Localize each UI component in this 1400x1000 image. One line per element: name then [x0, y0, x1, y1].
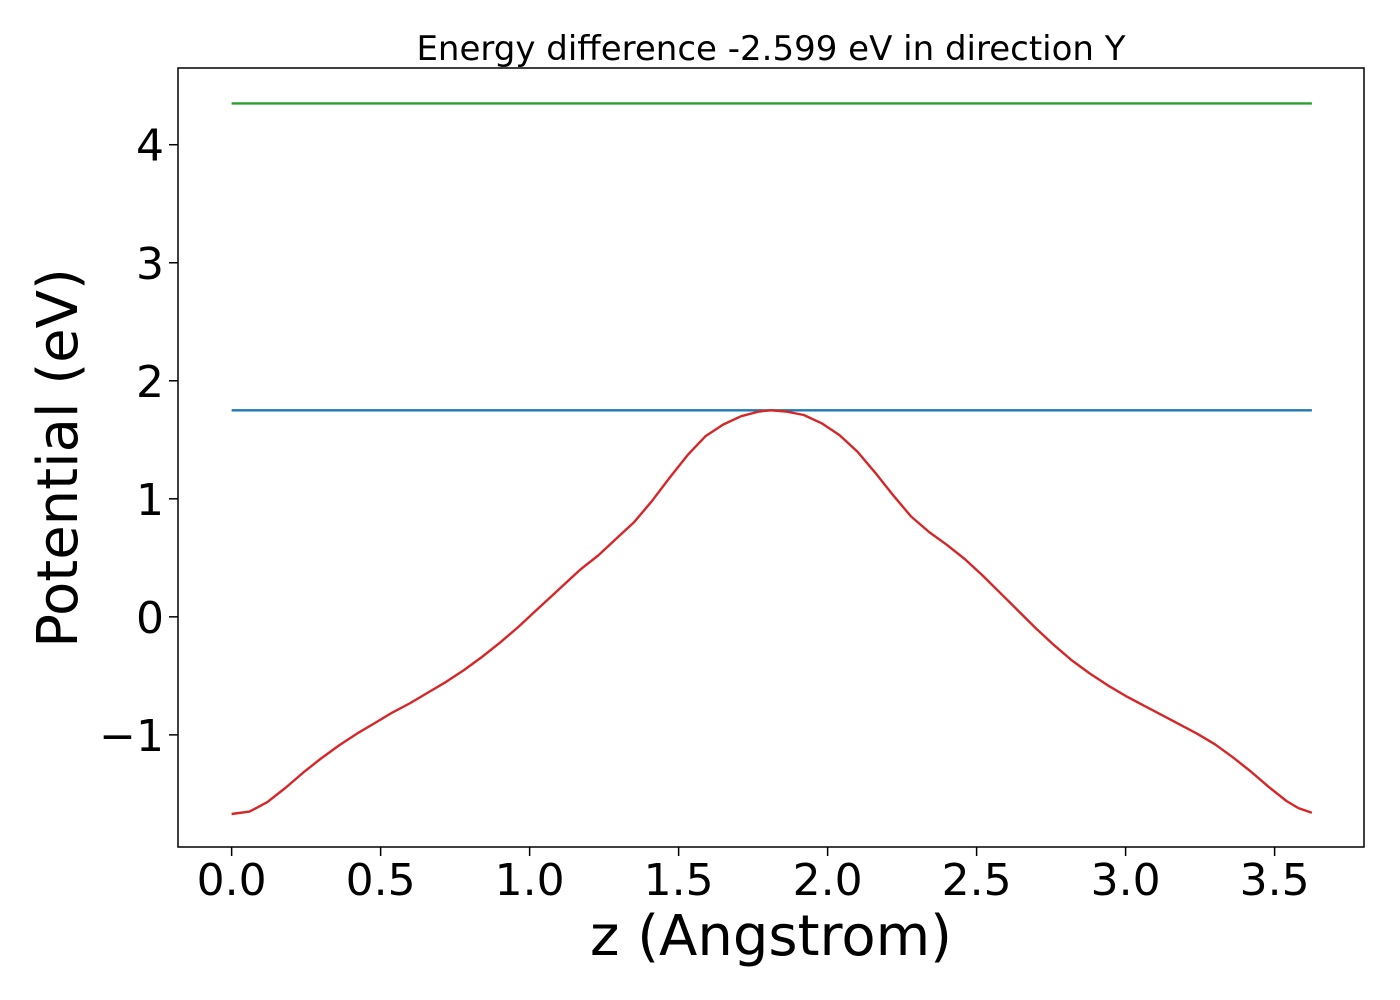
x-axis-label: z (Angstrom)	[590, 904, 952, 969]
y-tick-label: 4	[136, 121, 164, 172]
x-tick-label: 2.5	[942, 855, 1012, 906]
y-axis-ticks: −1 0 1 2 3 4	[99, 121, 178, 762]
x-tick-label: 2.0	[793, 855, 863, 906]
series-layer	[231, 102, 1313, 816]
x-tick-label: 3.0	[1091, 855, 1161, 906]
x-tick-label: 3.5	[1240, 855, 1310, 906]
chart-title: Energy difference -2.599 eV in direction…	[416, 29, 1125, 69]
x-tick-label: 0.5	[346, 855, 416, 906]
y-tick-label: 1	[136, 475, 164, 526]
y-tick-label: 2	[136, 357, 164, 408]
x-tick-label: 1.0	[495, 855, 565, 906]
y-tick-label: 3	[136, 239, 164, 290]
x-tick-label: 0.0	[197, 855, 267, 906]
y-axis-label: Potential (eV)	[26, 268, 91, 648]
y-tick-label: −1	[99, 711, 164, 762]
x-axis-ticks: 0.0 0.5 1.0 1.5 2.0 2.5 3.0 3.5	[197, 847, 1310, 906]
x-tick-label: 1.5	[644, 855, 714, 906]
series-line-3	[231, 409, 1313, 816]
y-tick-label: 0	[136, 593, 164, 644]
plot-area-frame	[177, 67, 1365, 848]
